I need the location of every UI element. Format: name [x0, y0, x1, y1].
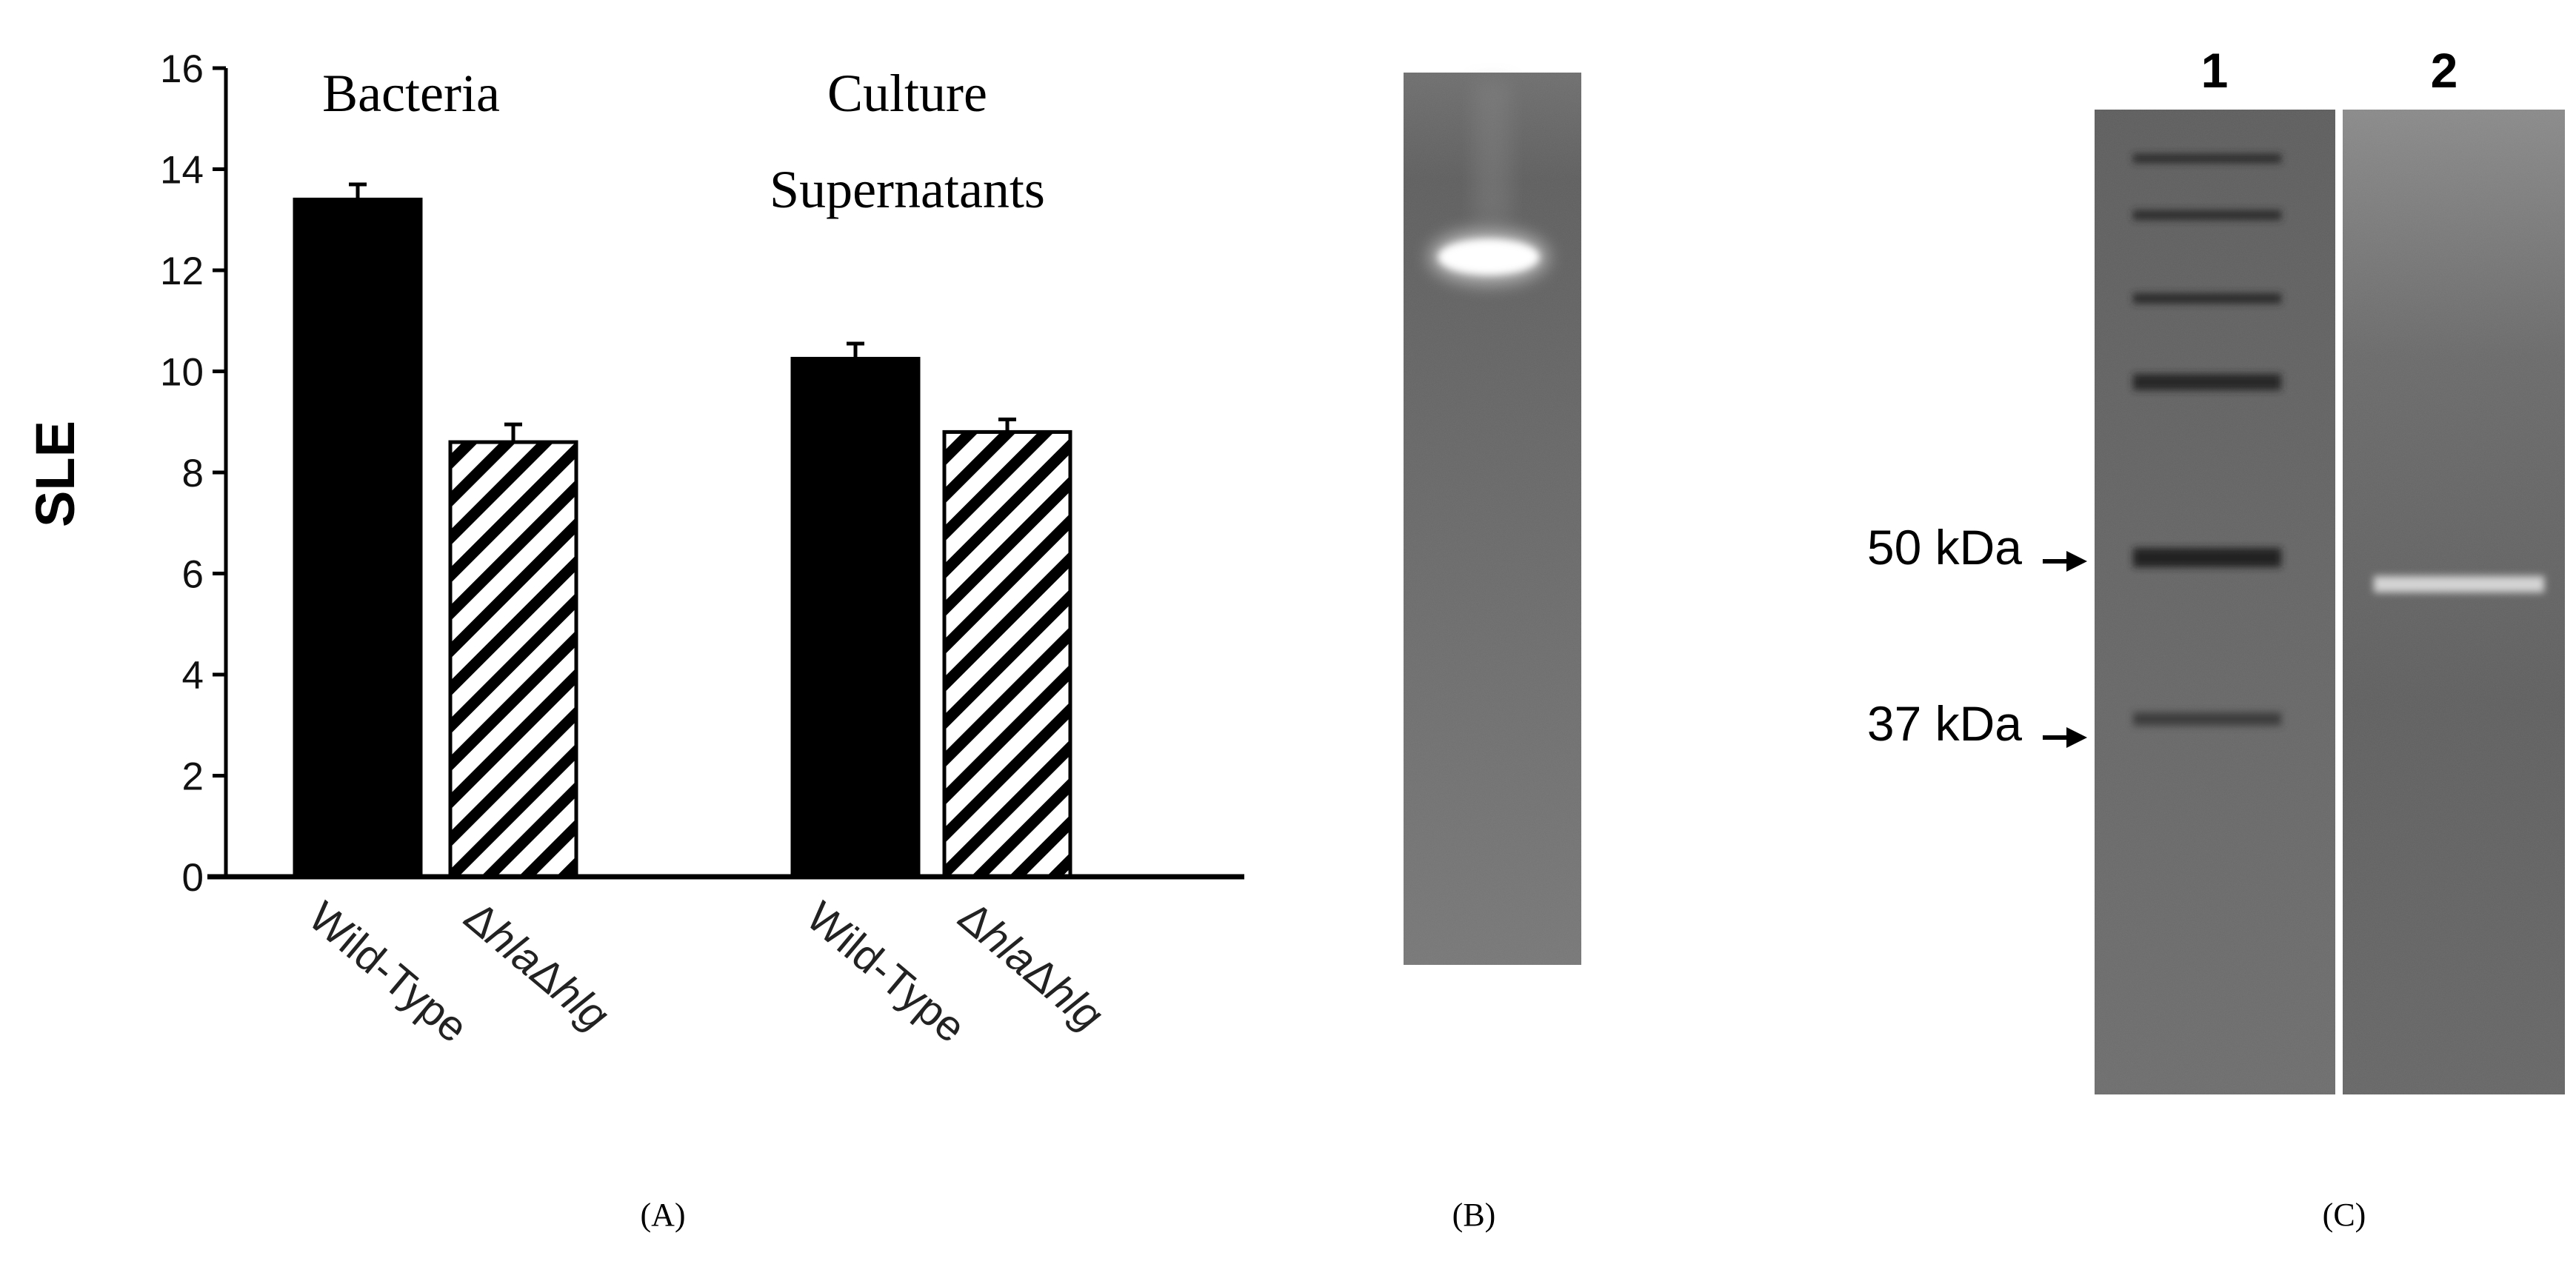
group-labels: Bacteria Culture Supernatants: [322, 64, 1045, 219]
gel-c-lane-2-texture: [2343, 110, 2565, 1094]
y-tick-label: 0: [182, 856, 204, 900]
gel-b-well-smear: [1474, 81, 1511, 222]
bar-delta-hla-hlg-supernatants: [942, 429, 1072, 879]
bars: [293, 182, 1072, 879]
bar-chart: 0 2 4 6 8 10 12 14 16 SLE Bacteria Culture Superna…: [24, 47, 1244, 1052]
sample-band: [2374, 576, 2544, 592]
category-label: ΔhlaΔhlg: [456, 892, 618, 1040]
bar-wild-type-bacteria: [293, 197, 423, 879]
ladder-bands: [2133, 154, 2281, 726]
gel-b-band: [1438, 239, 1539, 275]
bar-wild-type-supernatants: [790, 356, 921, 879]
ladder-band-50kda: [2133, 548, 2281, 567]
category-label: Wild-Type: [300, 892, 477, 1052]
marker-arrow-37kda-head: [2066, 727, 2087, 748]
group-label-bacteria: Bacteria: [322, 64, 500, 123]
gel-image-b: [1404, 73, 1581, 965]
y-tick-label: 6: [182, 553, 204, 597]
group-label-supernatants: Supernatants: [770, 160, 1045, 219]
ladder-band: [2133, 154, 2281, 163]
group-label-supernatants: Culture: [827, 64, 987, 123]
lane-label-1: 1: [2201, 43, 2229, 98]
y-tick-label: 12: [160, 250, 204, 293]
ladder-band-37kda: [2133, 712, 2281, 726]
marker-label-50kda: 50 kDa: [1867, 520, 2022, 575]
ladder-band: [2133, 210, 2281, 220]
panel-label-b: (B): [1452, 1197, 1496, 1233]
y-tick-label: 14: [160, 149, 204, 193]
category-label: ΔhlaΔhlg: [950, 892, 1112, 1040]
gel-c-lane-1-texture: [2095, 110, 2335, 1094]
category-label: Wild-Type: [798, 892, 975, 1052]
panel-label-a: (A): [640, 1197, 685, 1233]
y-axis-title: SLE: [24, 421, 86, 527]
ladder-band: [2133, 374, 2281, 390]
y-tick-label: 4: [182, 654, 204, 698]
ladder-band: [2133, 293, 2281, 304]
marker-arrow-50kda-head: [2066, 551, 2087, 572]
y-axis-ticks: 0 2 4 6 8 10 12 14 16: [160, 47, 226, 900]
marker-label-37kda: 37 kDa: [1867, 696, 2022, 751]
y-tick-label: 8: [182, 452, 204, 495]
y-tick-label: 10: [160, 351, 204, 395]
lane-label-2: 2: [2431, 43, 2458, 98]
y-tick-label: 2: [182, 755, 204, 799]
y-tick-label: 16: [160, 47, 204, 91]
panel-label-c: (C): [2323, 1197, 2366, 1233]
gel-image-c: 1 2 50 kDa 37 kDa: [1867, 43, 2565, 1094]
bar-delta-hla-hlg-bacteria: [448, 440, 578, 879]
